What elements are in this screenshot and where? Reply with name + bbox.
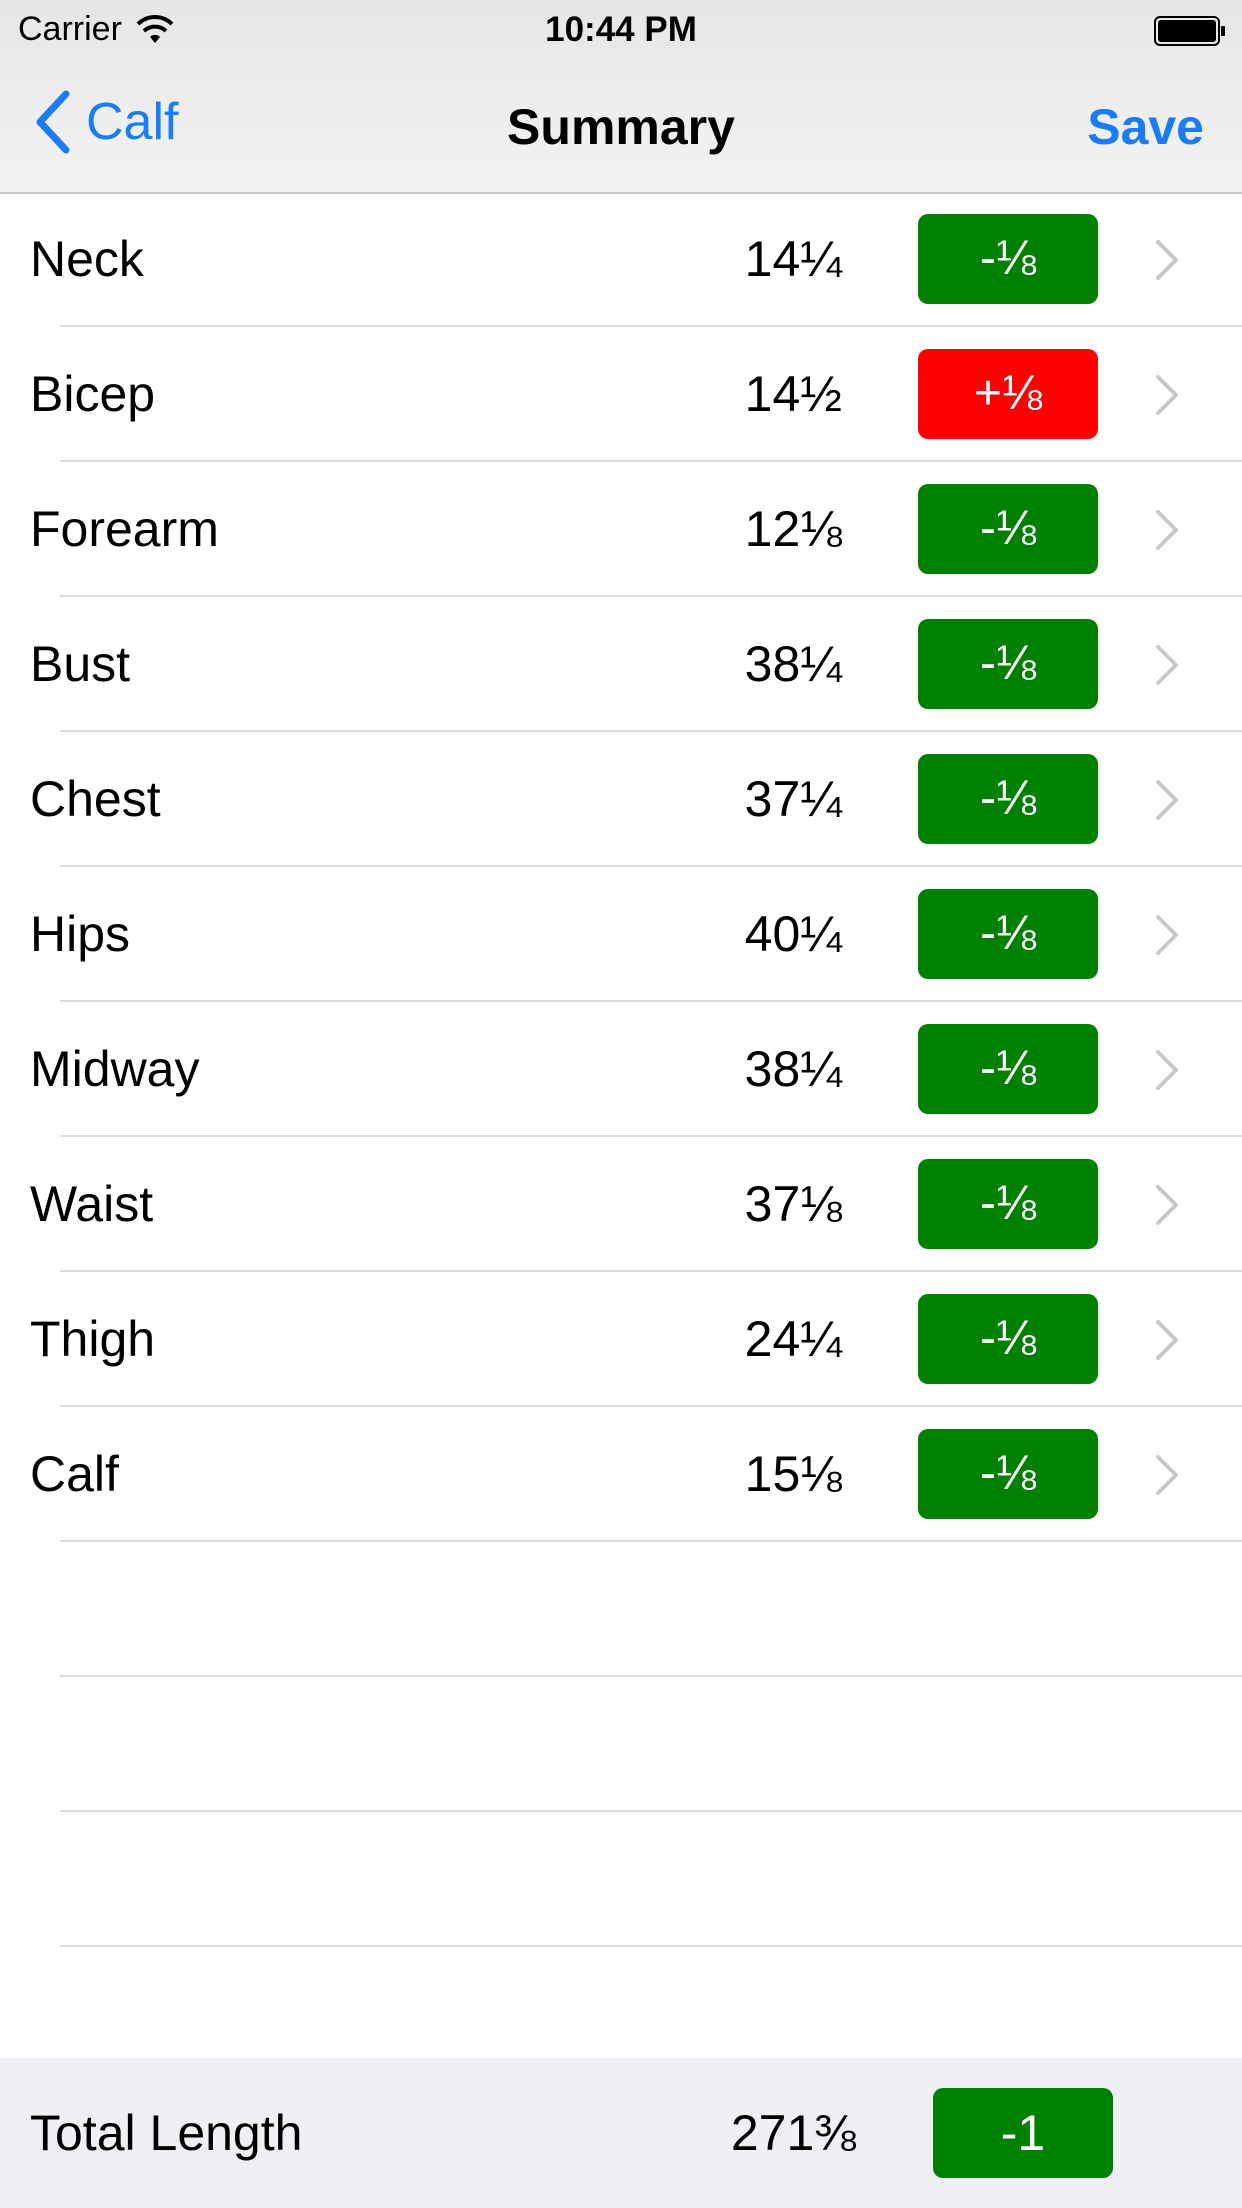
chevron-right-icon bbox=[1152, 776, 1182, 824]
measurement-row[interactable]: Bust 38¼ -⅛ bbox=[0, 597, 1242, 732]
carrier-indicator: Carrier bbox=[18, 10, 174, 49]
measurement-value: 15⅛ bbox=[744, 1446, 842, 1502]
measurement-row[interactable]: Forearm 12⅛ -⅛ bbox=[0, 462, 1242, 597]
measurement-label: Hips bbox=[30, 906, 131, 962]
delta-badge: -⅛ bbox=[918, 1429, 1098, 1519]
chevron-right-icon bbox=[1152, 911, 1182, 959]
chevron-left-icon bbox=[32, 90, 72, 154]
chevron-right-icon bbox=[1152, 1316, 1182, 1364]
measurement-label: Bust bbox=[30, 636, 131, 692]
chevron-right-icon bbox=[1152, 1451, 1182, 1499]
delta-badge: -⅛ bbox=[918, 484, 1098, 574]
measurement-row[interactable]: Thigh 24¼ -⅛ bbox=[0, 1272, 1242, 1407]
total-label: Total Length bbox=[30, 2105, 303, 2161]
measurement-value: 14½ bbox=[744, 366, 842, 422]
measurement-row[interactable]: Calf 15⅛ -⅛ bbox=[0, 1407, 1242, 1542]
measurement-value: 37¼ bbox=[744, 771, 842, 827]
measurement-value: 24¼ bbox=[744, 1311, 842, 1367]
measurement-row[interactable]: Hips 40¼ -⅛ bbox=[0, 867, 1242, 1002]
measurement-label: Midway bbox=[30, 1041, 200, 1097]
chevron-right-icon bbox=[1152, 1046, 1182, 1094]
measurement-row[interactable]: Midway 38¼ -⅛ bbox=[0, 1002, 1242, 1137]
measurement-value: 40¼ bbox=[744, 906, 842, 962]
total-footer: Total Length 271⅜ -1 bbox=[0, 2058, 1242, 2208]
measurement-row[interactable]: Chest 37¼ -⅛ bbox=[0, 732, 1242, 867]
total-value: 271⅜ bbox=[730, 2105, 856, 2161]
delta-badge: +⅛ bbox=[918, 349, 1098, 439]
measurement-row[interactable]: Neck 14¼ -⅛ bbox=[0, 192, 1242, 327]
measurement-row[interactable]: Waist 37⅛ -⅛ bbox=[0, 1137, 1242, 1272]
measurement-row[interactable]: Bicep 14½ +⅛ bbox=[0, 327, 1242, 462]
delta-badge: -⅛ bbox=[918, 1294, 1098, 1384]
save-button[interactable]: Save bbox=[1087, 99, 1204, 155]
chevron-right-icon bbox=[1152, 1181, 1182, 1229]
measurement-value: 38¼ bbox=[744, 636, 842, 692]
back-button-label: Calf bbox=[86, 93, 179, 151]
chevron-right-icon bbox=[1152, 506, 1182, 554]
status-bar: Carrier 10:44 PM bbox=[0, 0, 1242, 60]
status-time: 10:44 PM bbox=[545, 10, 697, 49]
delta-badge: -⅛ bbox=[918, 889, 1098, 979]
measurement-label: Bicep bbox=[30, 366, 156, 422]
carrier-label: Carrier bbox=[18, 10, 122, 48]
wifi-icon bbox=[136, 14, 174, 45]
empty-row bbox=[0, 1812, 1242, 1947]
chevron-right-icon bbox=[1152, 236, 1182, 284]
top-bar: Carrier 10:44 PM bbox=[0, 0, 1242, 194]
delta-badge: -⅛ bbox=[918, 754, 1098, 844]
back-button[interactable]: Calf bbox=[32, 90, 178, 154]
total-delta-badge: -1 bbox=[933, 2088, 1113, 2178]
measurement-label: Thigh bbox=[30, 1311, 156, 1367]
delta-badge: -⅛ bbox=[918, 214, 1098, 304]
measurement-label: Chest bbox=[30, 771, 161, 827]
delta-badge: -⅛ bbox=[918, 1024, 1098, 1114]
measurement-value: 37⅛ bbox=[744, 1176, 842, 1232]
measurement-label: Calf bbox=[30, 1446, 119, 1502]
measurement-label: Neck bbox=[30, 231, 144, 287]
measurement-value: 14¼ bbox=[744, 231, 842, 287]
delta-badge: -⅛ bbox=[918, 1159, 1098, 1249]
measurement-value: 12⅛ bbox=[744, 501, 842, 557]
navigation-bar: Calf Summary Save bbox=[0, 60, 1242, 190]
empty-row bbox=[0, 1677, 1242, 1812]
chevron-right-icon bbox=[1152, 371, 1182, 419]
measurement-list: Neck 14¼ -⅛ Bicep 14½ +⅛ Forearm 12⅛ -⅛ Bust 38¼ -⅛… bbox=[0, 192, 1242, 1947]
battery-icon bbox=[1154, 16, 1226, 46]
measurement-label: Forearm bbox=[30, 501, 219, 557]
measurement-value: 38¼ bbox=[744, 1041, 842, 1097]
delta-badge: -⅛ bbox=[918, 619, 1098, 709]
empty-row bbox=[0, 1542, 1242, 1677]
measurement-label: Waist bbox=[30, 1176, 154, 1232]
page-title: Summary bbox=[507, 99, 735, 155]
chevron-right-icon bbox=[1152, 641, 1182, 689]
